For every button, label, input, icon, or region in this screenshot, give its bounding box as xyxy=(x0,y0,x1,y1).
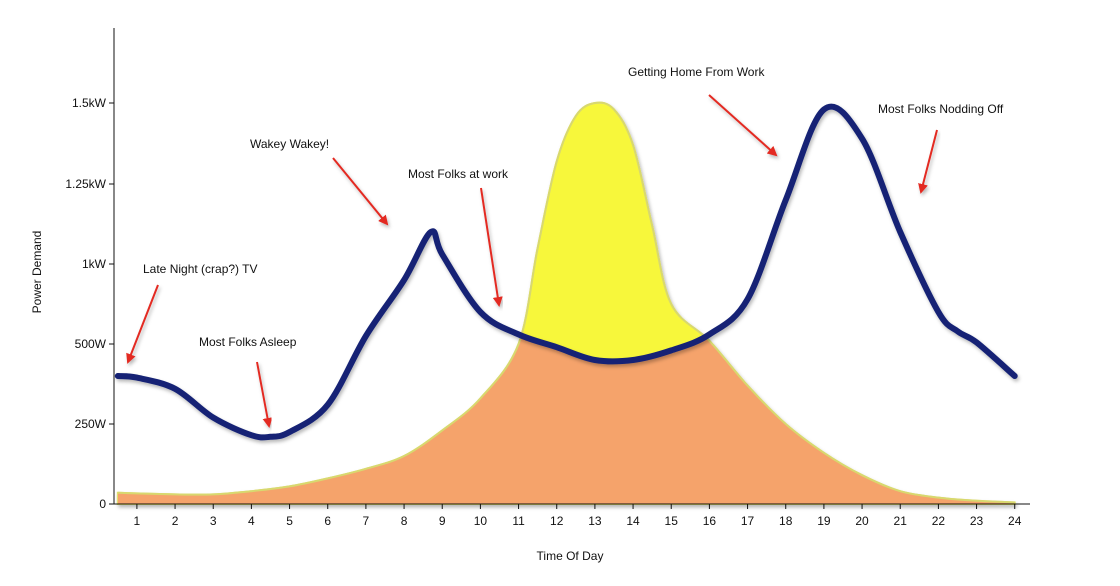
x-tick-label-4: 4 xyxy=(248,514,255,528)
plot-layer xyxy=(114,101,1018,505)
x-tick-label-5: 5 xyxy=(286,514,293,528)
annotation-arrow-2 xyxy=(256,361,273,428)
y-tick-label-0: 0 xyxy=(99,497,106,511)
x-tick-label-3: 3 xyxy=(210,514,217,528)
annotation-label-3: Wakey Wakey! xyxy=(250,137,329,151)
x-tick-label-15: 15 xyxy=(665,514,679,528)
power-area-outline xyxy=(117,101,1015,504)
x-tick-label-22: 22 xyxy=(932,514,946,528)
y-tick-label-250: 250W xyxy=(75,417,107,431)
power-demand-line xyxy=(114,103,1018,441)
x-tick-label-11: 11 xyxy=(512,514,525,528)
annotation-layer: Late Night (crap?) TV Most Folks Asleep Wa… xyxy=(126,65,1004,428)
y-tick-label-500: 500W xyxy=(75,337,107,351)
annotation-arrow-4 xyxy=(480,187,503,307)
x-tick-label-9: 9 xyxy=(439,514,446,528)
x-tick-label-7: 7 xyxy=(363,514,370,528)
annotation-label-6: Most Folks Nodding Off xyxy=(878,102,1004,116)
x-tick-label-6: 6 xyxy=(324,514,331,528)
y-tick-label-1500: 1.5kW xyxy=(72,96,107,110)
x-tick-label-20: 20 xyxy=(855,514,869,528)
x-tick-label-23: 23 xyxy=(970,514,984,528)
annotation-arrow-6 xyxy=(918,129,938,194)
annotation-arrow-3 xyxy=(332,157,389,226)
x-tick-label-16: 16 xyxy=(703,514,717,528)
x-tick-label-1: 1 xyxy=(134,514,141,528)
axis-layer: 1 2 3 4 5 6 7 8 9 10 11 12 13 14 15 16 17 18 19 20 21 22 23 240… xyxy=(65,28,1030,528)
annotation-arrow-1 xyxy=(126,284,159,364)
annotation-label-1: Late Night (crap?) TV xyxy=(143,262,258,276)
y-tick-label-1250: 1.25kW xyxy=(65,177,106,191)
x-tick-label-17: 17 xyxy=(741,514,755,528)
annotation-label-5: Getting Home From Work xyxy=(628,65,765,79)
x-axis-label: Time Of Day xyxy=(537,549,604,563)
x-tick-label-21: 21 xyxy=(894,514,908,528)
x-tick-label-13: 13 xyxy=(588,514,602,528)
x-tick-label-24: 24 xyxy=(1008,514,1022,528)
annotation-label-4: Most Folks at work xyxy=(408,167,509,181)
x-tick-label-10: 10 xyxy=(474,514,488,528)
y-tick-label-1000: 1kW xyxy=(82,257,107,271)
x-tick-label-2: 2 xyxy=(172,514,179,528)
x-tick-label-19: 19 xyxy=(817,514,831,528)
x-tick-label-12: 12 xyxy=(550,514,564,528)
x-tick-label-8: 8 xyxy=(401,514,408,528)
annotation-arrow-5 xyxy=(708,94,778,157)
x-tick-label-18: 18 xyxy=(779,514,793,528)
annotation-label-2: Most Folks Asleep xyxy=(199,335,297,349)
x-tick-label-14: 14 xyxy=(626,514,640,528)
y-axis-label: Power Demand xyxy=(30,231,44,314)
